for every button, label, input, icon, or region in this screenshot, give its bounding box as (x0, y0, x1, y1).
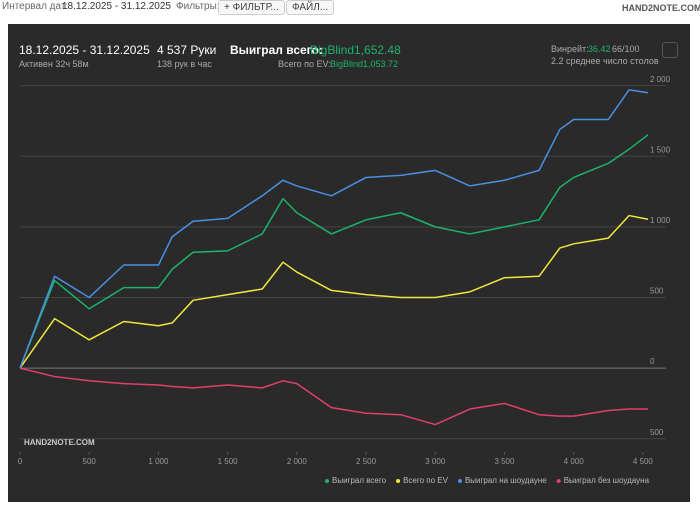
series-line (19, 367, 648, 426)
x-tick-label: 3 000 (425, 457, 446, 466)
y-tick-label: 500 (650, 287, 664, 296)
period: 18.12.2025 - 31.12.2025 (19, 43, 150, 57)
x-tick-label: 1 500 (218, 457, 239, 466)
y-tick-label: 0 (650, 357, 655, 366)
y-tick-label: 1 500 (650, 145, 671, 154)
hands-per-hour: 138 рук в час (157, 59, 212, 69)
x-tick-label: 2 500 (356, 457, 377, 466)
legend-marker (556, 479, 561, 483)
legend-label: Выиграл без шоудауна (564, 476, 650, 485)
winrate-label: Винрейт: (551, 44, 589, 54)
date-range[interactable]: 18.12.2025 - 31.12.2025 (62, 1, 171, 12)
logo: HAND2NOTE.COM (622, 3, 700, 13)
filters-label: Фильтры: (176, 1, 220, 12)
legend-label: Выиграл всего (332, 476, 387, 485)
legend-marker (457, 479, 462, 483)
legend-label: Выиграл на шоудауне (465, 476, 547, 485)
y-tick-label: 500 (650, 428, 664, 437)
won-value: BigBlind1,652.48 (310, 43, 401, 57)
x-tick-label: 500 (83, 457, 97, 466)
active-time: Активен 32ч 58м (19, 59, 89, 69)
watermark: HAND2NOTE.COM (24, 438, 95, 447)
winrate-value: 36.42 (588, 44, 611, 54)
file-button[interactable]: ФАЙЛ... (286, 0, 335, 15)
hands: 4 537 Руки (157, 43, 217, 57)
series-line (19, 134, 649, 369)
x-tick-label: 1 000 (148, 457, 169, 466)
ev-value: BigBlind1,053.72 (330, 59, 399, 69)
legend-label: Всего по EV (403, 476, 449, 485)
settings-icon[interactable] (662, 42, 678, 58)
filter-button[interactable]: + ФИЛЬТР... (218, 0, 285, 15)
ev-label: Всего по EV: (278, 59, 331, 69)
y-tick-label: 1 000 (650, 216, 671, 225)
tables: 2.2 среднее число столов (551, 56, 659, 66)
y-tick-label: 2 000 (650, 75, 671, 84)
panel: 18.12.2025 - 31.12.2025 Активен 32ч 58м … (8, 24, 690, 502)
x-tick-label: 4 500 (633, 457, 654, 466)
series-line (19, 89, 649, 369)
x-tick-label: 3 500 (494, 457, 515, 466)
legend-marker (325, 479, 329, 483)
x-tick-label: 4 000 (564, 457, 585, 466)
won-label: Выиграл всего: (230, 43, 323, 57)
series-line (19, 214, 649, 369)
x-tick-label: 2 000 (287, 457, 308, 466)
date-label: Интервал дат: (2, 1, 69, 12)
x-tick-label: 0 (18, 457, 23, 466)
legend-marker (396, 479, 401, 483)
winrate-unit: 66/100 (612, 44, 640, 54)
